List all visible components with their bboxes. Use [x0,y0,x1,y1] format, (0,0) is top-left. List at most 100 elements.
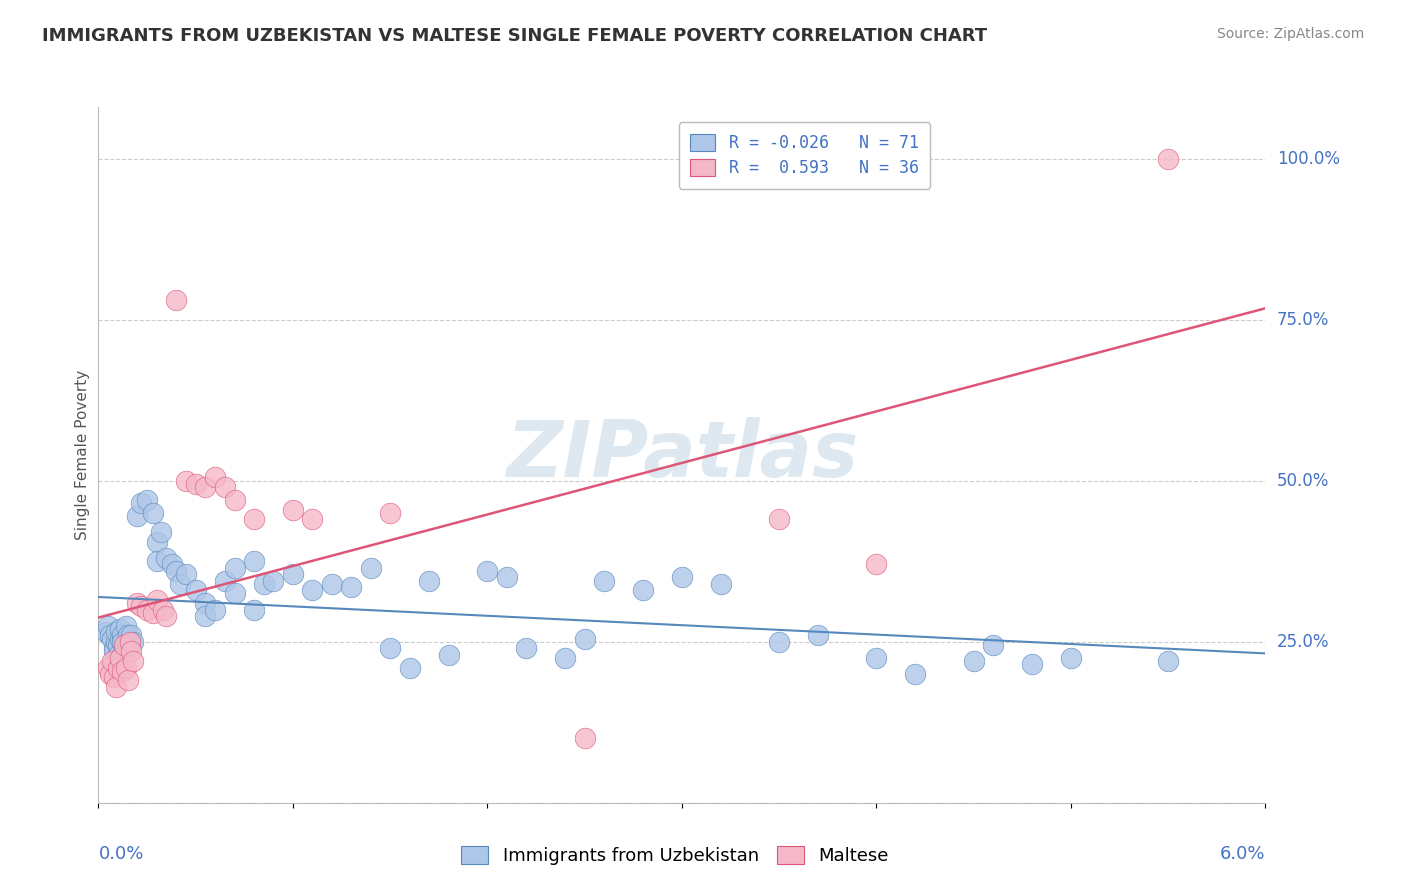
Point [768,634,790,648]
Point [340,580,363,594]
Point [321,576,343,591]
Point [152,602,174,616]
Point [98,667,121,681]
Point [360,560,382,574]
Point [281,567,304,582]
Point [107,660,129,674]
Point [129,599,152,614]
Point [114,660,136,674]
Point [204,602,226,616]
Point [146,554,169,568]
Point [103,670,125,684]
Text: 25.0%: 25.0% [1277,632,1330,651]
Point [121,628,143,642]
Point [107,648,129,662]
Point [477,564,499,578]
Point [204,470,226,484]
Point [104,680,127,694]
Point [262,574,284,588]
Text: 0.0%: 0.0% [98,845,143,863]
Point [418,574,440,588]
Point [129,496,152,510]
Point [807,628,830,642]
Point [1157,654,1180,668]
Point [112,641,135,656]
Point [101,632,124,646]
Point [1021,657,1043,672]
Point [103,641,125,656]
Point [243,512,266,526]
Point [104,634,127,648]
Text: ZIPatlas: ZIPatlas [506,417,858,493]
Point [117,673,139,688]
Point [165,293,187,308]
Point [108,651,131,665]
Point [194,596,217,610]
Point [574,731,596,746]
Point [146,592,169,607]
Point [121,644,143,658]
Point [224,560,246,574]
Text: 50.0%: 50.0% [1277,472,1330,490]
Text: 100.0%: 100.0% [1277,150,1340,168]
Point [281,502,304,516]
Point [184,583,207,598]
Point [437,648,460,662]
Text: 6.0%: 6.0% [1220,845,1265,863]
Point [111,664,134,678]
Point [962,654,984,668]
Text: IMMIGRANTS FROM UZBEKISTAN VS MALTESE SINGLE FEMALE POVERTY CORRELATION CHART: IMMIGRANTS FROM UZBEKISTAN VS MALTESE SI… [42,27,987,45]
Point [97,660,120,674]
Point [631,583,654,598]
Point [142,506,165,520]
Point [981,638,1004,652]
Point [243,602,266,616]
Point [98,628,121,642]
Point [122,634,145,648]
Text: 75.0%: 75.0% [1277,310,1330,328]
Point [593,574,616,588]
Point [214,574,236,588]
Point [96,625,118,640]
Point [865,558,887,572]
Y-axis label: Single Female Poverty: Single Female Poverty [75,370,90,540]
Point [97,618,120,632]
Point [127,509,149,524]
Point [515,641,537,656]
Point [671,570,693,584]
Point [142,606,165,620]
Point [111,628,134,642]
Point [1157,152,1180,166]
Point [108,622,131,636]
Point [243,554,266,568]
Point [146,535,169,549]
Point [155,609,177,624]
Point [224,586,246,600]
Point [118,638,141,652]
Point [184,476,207,491]
Point [710,576,733,591]
Point [162,558,184,572]
Point [107,638,129,652]
Point [149,525,172,540]
Point [194,480,217,494]
Point [904,667,927,681]
Point [118,634,141,648]
Point [165,564,187,578]
Point [114,644,136,658]
Point [174,567,197,582]
Point [117,628,139,642]
Point [554,651,576,665]
Point [768,512,790,526]
Point [1060,651,1083,665]
Point [378,506,402,520]
Point [108,632,131,646]
Point [378,641,402,656]
Legend: Immigrants from Uzbekistan, Maltese: Immigrants from Uzbekistan, Maltese [453,837,897,874]
Point [101,654,124,668]
Point [214,480,236,494]
Point [253,576,276,591]
Point [136,493,159,508]
Legend: R = -0.026   N = 71, R =  0.593   N = 36: R = -0.026 N = 71, R = 0.593 N = 36 [679,122,931,189]
Point [127,596,149,610]
